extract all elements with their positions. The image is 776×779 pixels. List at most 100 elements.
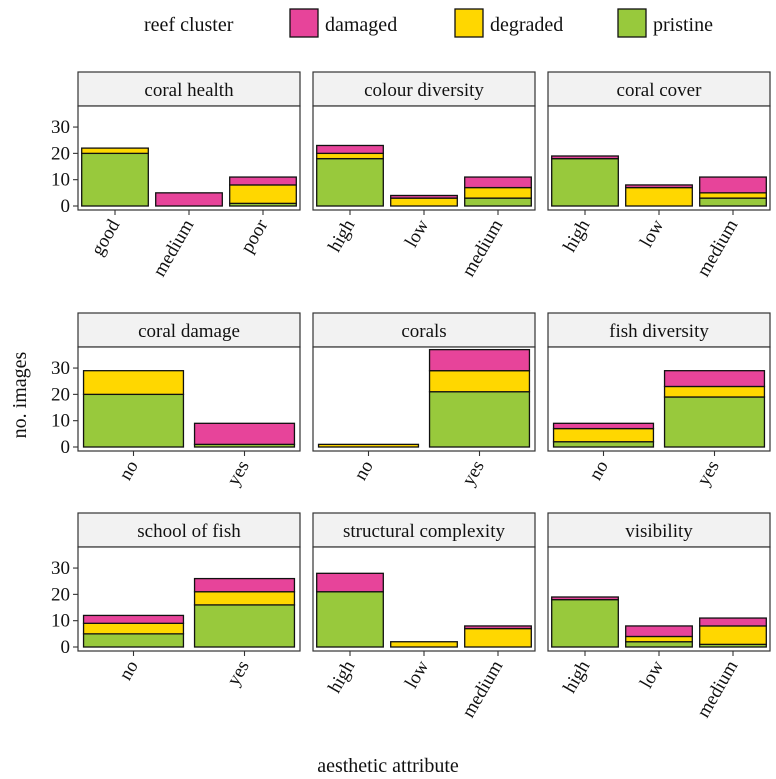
legend-key-degraded [454,8,484,38]
bar-segment-low-damaged [625,184,693,189]
bar-segment-yes-pristine [193,604,296,648]
bar-segment-low-degraded [625,186,693,207]
bar-segment-low-pristine [625,641,693,648]
bar-segment-high-pristine [551,157,619,207]
bar-segment-low-degraded [390,641,458,648]
bar-segment-yes-degraded [193,591,296,606]
x-tick-label-poor: poor [237,215,273,256]
bar-segment-medium-degraded [464,186,532,199]
bar-segment-medium-damaged [699,176,767,194]
panel-colour-diversity: colour diversity high low medium [312,71,536,281]
x-tick-label-yes: yes [223,657,254,689]
panel-school-of-fish: school of fish no yes 0 10 20 30 [51,512,301,689]
x-tick-label-medium: medium [693,216,742,281]
x-tick-label-medium: medium [693,657,742,722]
bar-segment-no-pristine [82,633,185,648]
bar-segment-high-damaged [551,155,619,160]
bar-segment-no-degraded [317,443,420,448]
x-tick-label-yes: yes [458,457,489,489]
bar-segment-no-damaged [82,614,185,624]
bar-segment-medium-damaged [464,176,532,189]
bar-segment-no-damaged [552,422,655,430]
bar-segment-medium-degraded [464,627,532,648]
y-axis-title: no. images [9,351,31,438]
y-tick-label: 0 [61,637,71,658]
y-tick-label: 20 [51,384,70,405]
x-tick-label-medium: medium [458,216,507,281]
bar-segment-good-pristine [81,152,149,207]
bar-segment-yes-damaged [193,577,296,593]
y-tick-label: 10 [51,411,70,432]
panel-title: coral damage [138,321,240,342]
bar-segment-high-pristine [316,157,384,207]
panel-corals: corals no yes [312,312,536,489]
legend-label-degraded: degraded [490,14,563,36]
panel-coral-damage: coral damage no yes 0 10 20 30 [51,312,301,489]
x-tick-label-high: high [324,657,359,697]
x-tick-label-no: no [585,457,613,484]
bar-segment-no-degraded [552,427,655,443]
bar-segment-medium-pristine [464,197,532,207]
legend-key-pristine [617,8,647,38]
y-tick-label: 10 [51,611,70,632]
bar-segment-high-damaged [551,596,619,601]
x-axis-title: aesthetic attribute [317,755,459,777]
bar-segment-yes-pristine [428,391,531,448]
bar-segment-yes-damaged [193,422,296,446]
bar-segment-medium-degraded [699,192,767,199]
bar-segment-poor-degraded [229,184,297,205]
panel-title: visibility [625,521,693,542]
bar-segment-high-degraded [316,152,384,160]
y-tick-label: 20 [51,584,70,605]
panel-strip [77,71,301,107]
x-tick-label-yes: yes [693,457,724,489]
bar-segment-high-damaged [316,572,384,593]
panel-title: structural complexity [343,521,505,542]
bar-segment-yes-pristine [663,396,766,448]
bar-segment-medium-degraded [699,625,767,646]
bar-segment-low-degraded [625,635,693,643]
y-tick-label: 10 [51,170,70,191]
bar-segment-low-damaged [390,194,458,199]
panel-coral-health: coral health good medium poor 0 10 20 30 [51,71,301,281]
bar-segment-medium-pristine [699,197,767,207]
bar-segment-good-degraded [81,147,149,155]
panel-title: fish diversity [609,321,709,342]
x-tick-label-yes: yes [223,457,254,489]
x-tick-label-low: low [401,657,434,692]
panel-strip [77,512,301,548]
panel-visibility: visibility high low medium [547,512,771,722]
bar-segment-medium-damaged [464,625,532,630]
legend-key-damaged [289,8,319,38]
y-tick-label: 0 [61,437,71,458]
x-tick-label-no: no [350,457,378,484]
x-tick-label-no: no [115,657,143,684]
x-tick-label-high: high [559,216,594,256]
y-tick-label: 30 [51,117,70,138]
y-tick-label: 0 [61,196,71,217]
y-tick-label: 20 [51,143,70,164]
panel-structural-complexity: structural complexity high low medium [312,512,536,721]
x-tick-label-medium: medium [149,216,198,281]
bar-segment-high-damaged [316,144,384,155]
x-tick-label-high: high [559,657,594,697]
bar-segment-no-degraded [82,370,185,396]
y-tick-label: 30 [51,358,70,379]
bar-segment-yes-degraded [428,370,531,393]
bar-segment-no-pristine [82,393,185,448]
panel-title: colour diversity [364,80,484,101]
panel-title: school of fish [137,521,241,542]
panel-title: coral cover [617,80,703,101]
x-tick-label-low: low [636,657,669,692]
panel-strip [547,312,771,348]
bar-segment-no-pristine [552,441,655,448]
bar-segment-yes-damaged [428,348,531,372]
bar-segment-poor-damaged [229,176,297,186]
legend: reef cluster damaged degraded pristine [144,8,713,38]
bar-segment-yes-degraded [663,385,766,398]
facet-panels: coral health good medium poor 0 10 20 30 colour … [51,71,771,722]
bar-segment-no-degraded [82,622,185,635]
panel-strip [312,512,536,548]
bar-segment-low-degraded [390,197,458,207]
